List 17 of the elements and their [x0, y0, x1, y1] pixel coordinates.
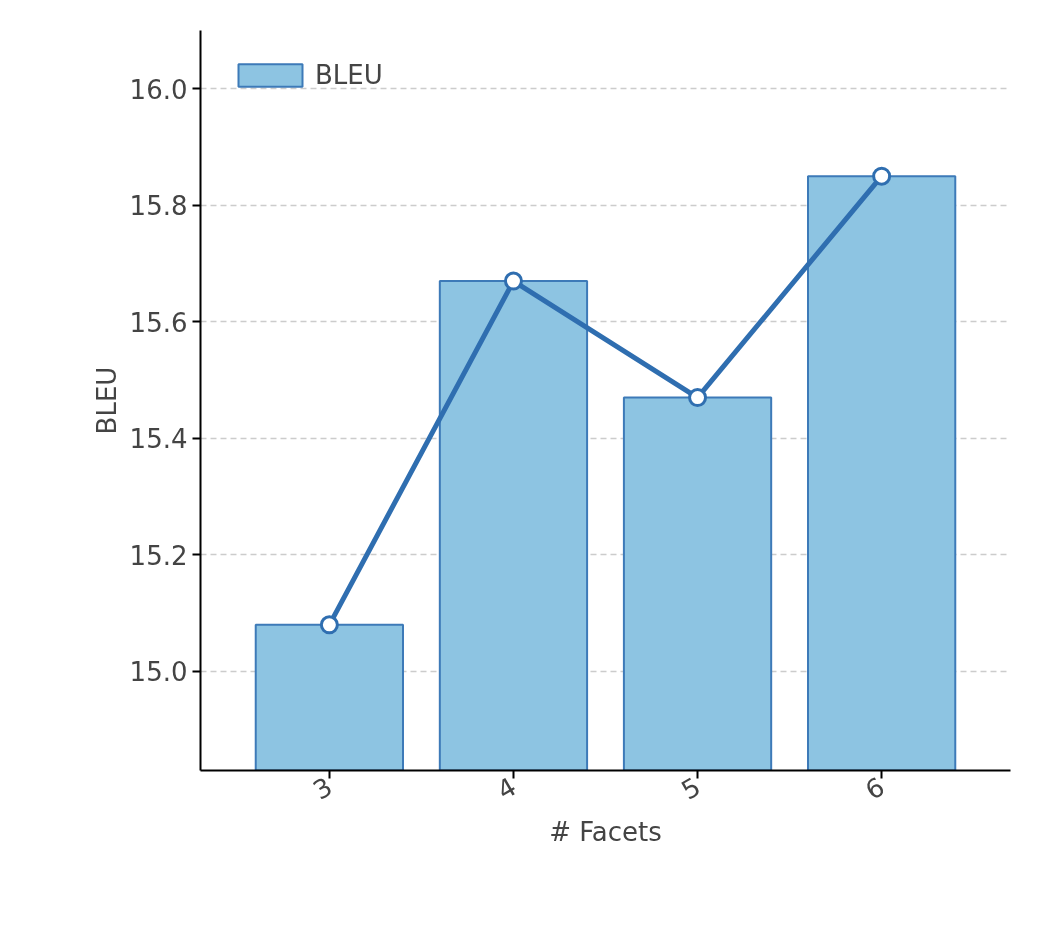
y-tick-label: 15.8 — [129, 191, 188, 222]
x-axis-title: # Facets — [549, 817, 662, 848]
y-tick-label: 16.0 — [129, 74, 188, 105]
x-tick-label: 4 — [492, 771, 522, 806]
x-tick-label: 5 — [676, 771, 706, 806]
point — [688, 388, 708, 408]
point — [872, 166, 892, 186]
y-axis-title: BLEU — [91, 366, 122, 435]
y-tick-label: 15.2 — [129, 540, 188, 571]
y-tick-label: 15.4 — [129, 424, 188, 455]
point — [503, 271, 523, 291]
y-tick-label: 15.0 — [129, 657, 188, 688]
x-tick-label: 6 — [860, 771, 890, 806]
x-tick-label: 3 — [308, 771, 338, 806]
legend-label: BLEU — [315, 60, 383, 90]
point — [319, 615, 339, 635]
y-tick-label: 15.6 — [129, 307, 188, 338]
